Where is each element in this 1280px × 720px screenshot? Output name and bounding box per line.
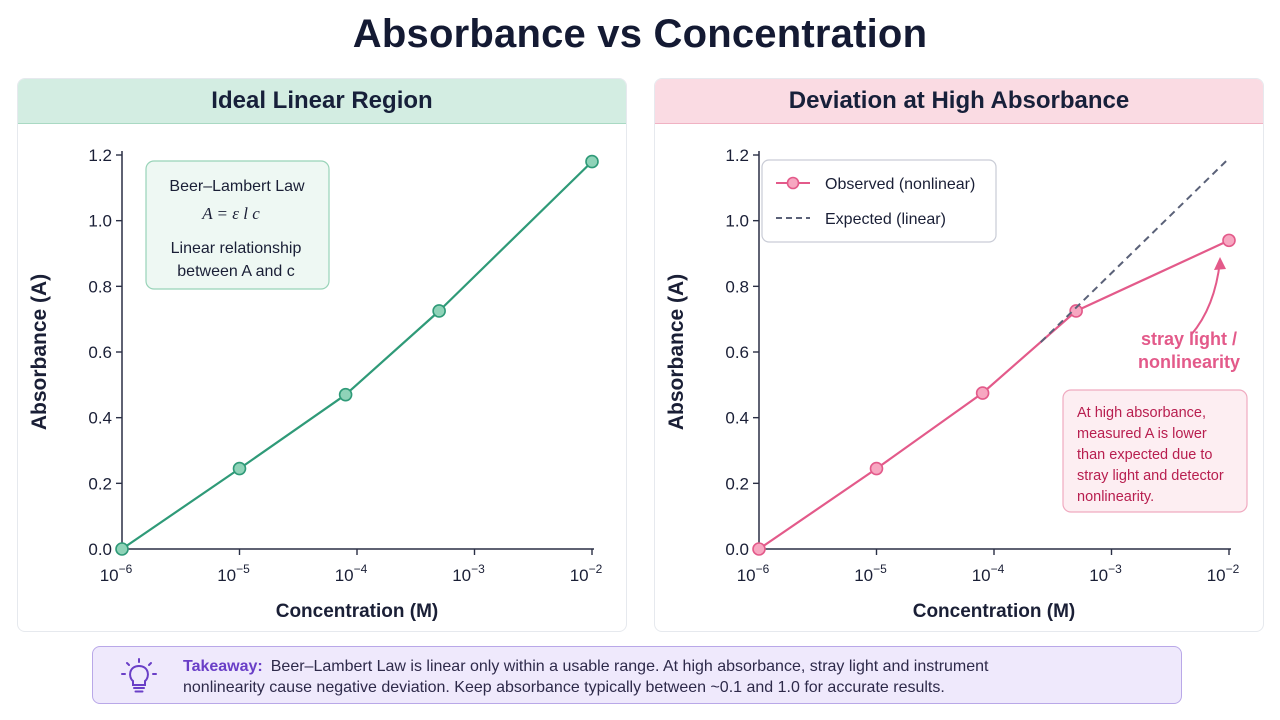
deviation-note-line-5: nonlinearity. xyxy=(1077,489,1154,505)
deviation-note-line-3: than expected due to xyxy=(1077,447,1212,463)
annotation-line-1: stray light / xyxy=(1141,329,1237,349)
takeaway-box: Takeaway: Beer–Lambert Law is linear only… xyxy=(92,646,1182,704)
beer-lambert-note: Beer–Lambert Law A = ε l c Linear relati… xyxy=(145,160,330,290)
x-tick-label: 10−2 xyxy=(1207,562,1240,585)
note-heading: Beer–Lambert Law xyxy=(169,178,305,195)
y-tick-label: 0.4 xyxy=(725,409,749,428)
note-line-2: between A and c xyxy=(177,263,294,280)
series-1-line xyxy=(1040,157,1230,343)
y-tick-label: 0.6 xyxy=(88,343,112,362)
page-title: Absorbance vs Concentration xyxy=(352,12,928,56)
legend-expected-label: Expected (linear) xyxy=(825,211,946,228)
data-point xyxy=(585,154,599,169)
y-tick-label: 0.0 xyxy=(725,540,749,559)
takeaway-line-2: nonlinearity cause negative deviation. K… xyxy=(183,679,945,696)
x-axis-label: Concentration (M) xyxy=(913,601,1076,622)
y-tick-label: 0.4 xyxy=(88,409,112,428)
x-tick-label: 10−6 xyxy=(100,562,133,585)
data-point xyxy=(432,304,446,318)
y-tick-label: 0.0 xyxy=(88,540,112,559)
stray-light-annotation: stray light / nonlinearity xyxy=(1138,257,1240,372)
x-tick-label: 10−3 xyxy=(452,562,485,585)
y-tick-label: 1.0 xyxy=(725,212,749,231)
right-chart: 0.0 0.2 0.4 0.6 0.8 1.0 1.2 10−6 10−5 10−4 10−3 10−… xyxy=(665,146,1248,622)
x-axis-label: Concentration (M) xyxy=(276,601,439,622)
y-tick-label: 1.2 xyxy=(88,146,112,165)
left-chart-panel: Ideal Linear Region 0.0 0.2 0.4 0.6 0.8 1.0 1.… xyxy=(17,78,627,632)
annotation-line-2: nonlinearity xyxy=(1138,352,1240,372)
chart-0-plot: 0.0 0.2 0.4 0.6 0.8 1.0 1.2 10−6 10−5 10−4 10−3 10−… xyxy=(28,146,603,622)
left-chart: 0.0 0.2 0.4 0.6 0.8 1.0 1.2 10−6 10−5 10−4 10−3 10−… xyxy=(28,146,603,622)
annotation-arrowhead xyxy=(1214,257,1226,270)
lightbulb-icon xyxy=(121,658,157,693)
y-tick-label: 1.0 xyxy=(88,212,112,231)
x-tick-label: 10−2 xyxy=(570,562,603,585)
deviation-note-line-4: stray light and detector xyxy=(1077,468,1224,484)
data-point xyxy=(1069,304,1083,318)
y-tick-label: 1.2 xyxy=(725,146,749,165)
x-tick-label: 10−5 xyxy=(854,562,887,585)
y-tick-label: 0.8 xyxy=(88,277,112,296)
y-tick-label: 0.2 xyxy=(88,474,112,493)
chart-legend: Observed (nonlinear) Expected (linear) xyxy=(761,159,997,243)
y-tick-label: 0.6 xyxy=(725,343,749,362)
data-point xyxy=(752,542,766,556)
deviation-note: At high absorbance, measured A is lower … xyxy=(1062,389,1248,513)
legend-observed-marker xyxy=(786,176,800,190)
annotation-arrow xyxy=(1190,260,1221,336)
chart-1-plot: 0.0 0.2 0.4 0.6 0.8 1.0 1.2 10−6 10−5 10−4 10−3 10−… xyxy=(665,146,1240,622)
data-point xyxy=(338,387,353,402)
note-formula: A = ε l c xyxy=(201,204,260,223)
takeaway-label: Takeaway: xyxy=(183,658,263,675)
takeaway-line-1: Beer–Lambert Law is linear only within a… xyxy=(270,658,989,675)
deviation-note-line-2: measured A is lower xyxy=(1077,426,1207,442)
data-point xyxy=(232,461,247,476)
y-axis-label: Absorbance (A) xyxy=(28,274,51,430)
x-tick-label: 10−3 xyxy=(1089,562,1122,585)
right-chart-panel: Deviation at High Absorbance 0.0 0.2 0.4 0.… xyxy=(654,78,1264,632)
x-tick-label: 10−4 xyxy=(972,562,1005,585)
x-tick-label: 10−5 xyxy=(217,562,250,585)
data-point xyxy=(869,461,884,476)
x-tick-label: 10−4 xyxy=(335,562,368,585)
x-tick-label: 10−6 xyxy=(737,562,770,585)
data-point xyxy=(115,542,129,556)
data-point xyxy=(1222,233,1236,248)
note-line-1: Linear relationship xyxy=(171,240,302,257)
right-panel-title: Deviation at High Absorbance xyxy=(655,79,1263,124)
legend-observed-label: Observed (nonlinear) xyxy=(825,176,975,193)
left-panel-title: Ideal Linear Region xyxy=(18,79,626,124)
takeaway-text: Takeaway: Beer–Lambert Law is linear only… xyxy=(183,656,1163,698)
y-tick-label: 0.2 xyxy=(725,474,749,493)
deviation-note-line-1: At high absorbance, xyxy=(1077,405,1206,421)
y-axis-label: Absorbance (A) xyxy=(665,274,688,430)
data-point xyxy=(975,386,990,400)
y-tick-label: 0.8 xyxy=(725,277,749,296)
